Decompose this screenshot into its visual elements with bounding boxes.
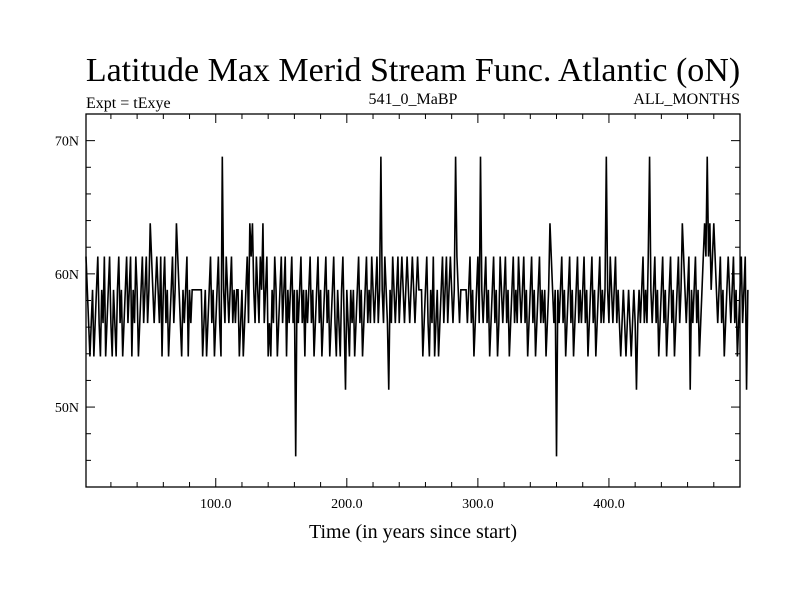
x-tick-label: 100.0: [200, 497, 232, 512]
chart-title: Latitude Max Merid Stream Func. Atlantic…: [86, 52, 740, 89]
x-tick-label: 400.0: [593, 497, 625, 512]
series-line: [85, 156, 749, 457]
x-tick-label: 300.0: [462, 497, 494, 512]
y-tick-label: 60N: [55, 268, 79, 283]
x-tick-label: 200.0: [331, 497, 363, 512]
y-tick-label: 50N: [55, 401, 79, 416]
plot-frame: [85, 113, 741, 488]
center-string: 541_0_MaBP: [369, 91, 458, 108]
right-string: ALL_MONTHS: [633, 91, 740, 108]
tick-labels: 100.0 200.0 300.0 400.0 50N 60N 70N: [55, 135, 625, 512]
left-string: Expt = tExye: [86, 95, 171, 112]
x-axis-label: Time (in years since start): [309, 521, 517, 543]
y-tick-label: 70N: [55, 135, 79, 150]
